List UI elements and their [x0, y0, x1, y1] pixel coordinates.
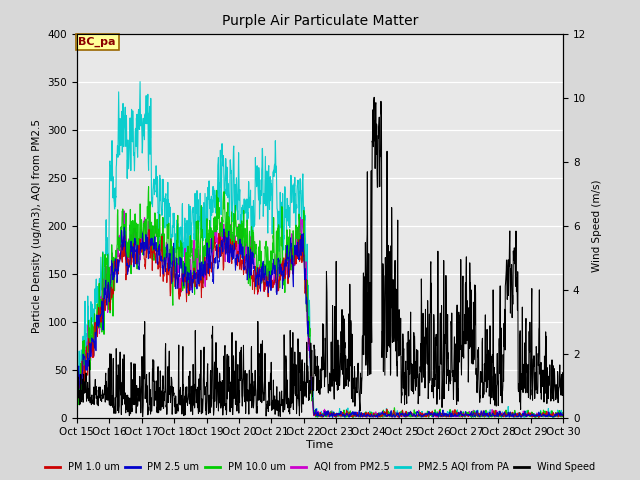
Legend: PM 1.0 um, PM 2.5 um, PM 10.0 um, AQI from PM2.5, PM2.5 AQI from PA, Wind Speed: PM 1.0 um, PM 2.5 um, PM 10.0 um, AQI fr…: [42, 459, 598, 475]
X-axis label: Time: Time: [307, 440, 333, 450]
Text: BC_pa: BC_pa: [79, 37, 116, 48]
Title: Purple Air Particulate Matter: Purple Air Particulate Matter: [222, 14, 418, 28]
Y-axis label: Particle Density (ug/m3), AQI from PM2.5: Particle Density (ug/m3), AQI from PM2.5: [32, 119, 42, 333]
Y-axis label: Wind Speed (m/s): Wind Speed (m/s): [592, 180, 602, 272]
